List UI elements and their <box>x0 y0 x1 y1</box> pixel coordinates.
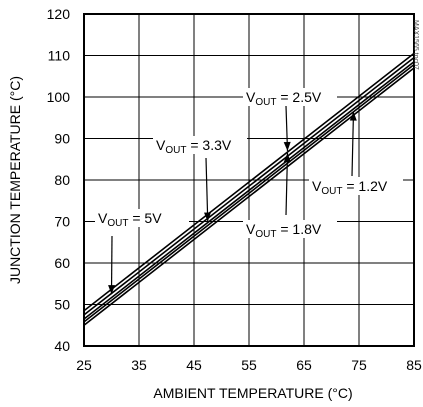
figure-code: MAX1565 toc07 <box>412 20 419 70</box>
annotation-arrow-0 <box>110 235 113 295</box>
y-tick-label-3: 70 <box>54 214 70 230</box>
x-tick-label-5: 75 <box>351 357 367 373</box>
annotation-label-1: VOUT = 3.3V <box>156 137 232 156</box>
x-tick-label-3: 55 <box>241 357 257 373</box>
series-line-2 <box>83 61 415 320</box>
annotation-label-bg-0 <box>95 209 189 227</box>
y-tick-label-1: 50 <box>54 297 70 313</box>
annotation-arrow-4 <box>351 111 355 177</box>
annotation-label-3: VOUT = 1.8V <box>246 221 322 240</box>
annotation-arrow-1 <box>205 157 209 222</box>
x-tick-label-1: 35 <box>131 357 147 373</box>
series-line-3 <box>83 63 415 323</box>
annotations: VOUT = 5V VOUT = 3.3V VOUT = 2.5V VOUT = 1.… <box>95 88 403 295</box>
annotation-label-bg-3 <box>243 220 337 238</box>
annotation-arrowhead-1 <box>204 212 212 222</box>
annotation-label-0: VOUT = 5V <box>98 210 162 229</box>
annotation-label-bg-4 <box>309 177 403 195</box>
series-line-4 <box>83 67 415 326</box>
series-line-1 <box>83 56 415 316</box>
annotation-arrowhead-0 <box>108 285 116 295</box>
annotation-arrow-3 <box>285 153 289 216</box>
y-tick-label-2: 60 <box>54 255 70 271</box>
x-tick-label-0: 25 <box>76 357 92 373</box>
y-axis-title: JUNCTION TEMPERATURE (°C) <box>7 76 23 284</box>
y-tick-label-0: 40 <box>54 338 70 354</box>
plot-frame <box>83 13 415 347</box>
x-tick-label-6: 85 <box>406 357 422 373</box>
annotation-arrowhead-2 <box>283 141 291 151</box>
y-tick-label-8: 120 <box>47 6 71 22</box>
x-tick-label-4: 65 <box>296 357 312 373</box>
x-tick-label-2: 45 <box>186 357 202 373</box>
series-lines <box>83 52 415 326</box>
x-axis-title: AMBIENT TEMPERATURE (°C) <box>153 385 352 401</box>
y-tick-labels: 40 50 60 70 80 90 100 110 120 <box>47 6 71 354</box>
y-tick-label-4: 80 <box>54 172 70 188</box>
y-tick-label-6: 100 <box>47 89 71 105</box>
annotation-arrowhead-4 <box>349 111 357 121</box>
annotation-label-bg-2 <box>243 88 337 106</box>
annotation-label-2: VOUT = 2.5V <box>246 89 322 108</box>
annotation-arrowhead-3 <box>283 153 291 163</box>
x-tick-labels: 25 35 45 55 65 75 85 <box>76 357 422 373</box>
series-line-0 <box>83 52 415 312</box>
y-tick-label-7: 110 <box>48 48 71 64</box>
y-tick-label-5: 90 <box>54 131 70 147</box>
annotation-label-bg-1 <box>153 136 247 154</box>
annotation-label-4: VOUT = 1.2V <box>312 178 388 197</box>
